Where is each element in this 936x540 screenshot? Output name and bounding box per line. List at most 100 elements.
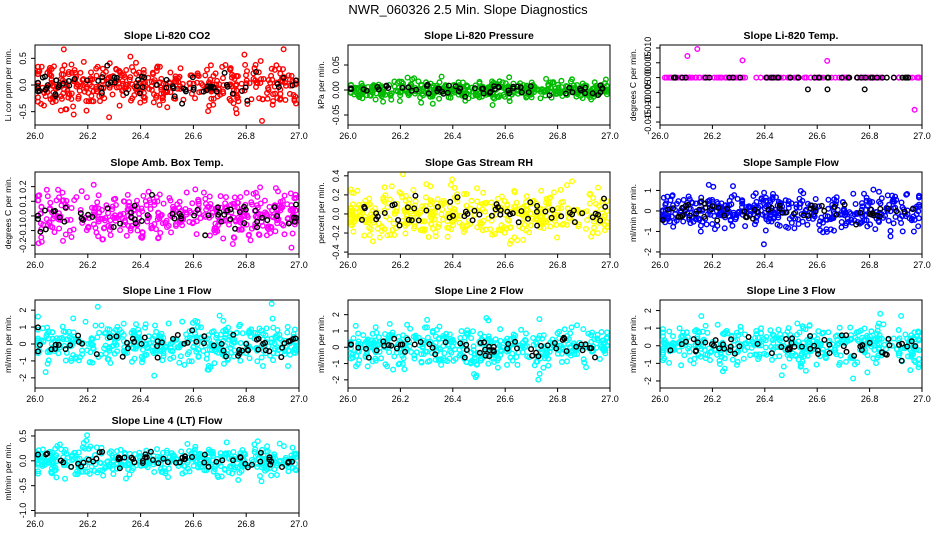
data-point [94, 63, 101, 70]
data-point [292, 466, 299, 473]
data-point [577, 92, 584, 99]
data-point [602, 76, 609, 83]
data-point [567, 78, 574, 85]
data-point [760, 241, 767, 248]
data-point [364, 363, 371, 370]
data-point [532, 339, 539, 346]
data-point [260, 462, 267, 469]
reference-point [205, 463, 212, 470]
data-point [290, 205, 297, 212]
data-point [742, 340, 749, 347]
data-point [413, 349, 420, 356]
data-point [854, 359, 861, 366]
reference-point [348, 86, 355, 93]
points [35, 181, 300, 251]
data-point [276, 202, 283, 209]
data-point [581, 359, 588, 366]
reference-point [566, 209, 573, 216]
data-point [514, 237, 521, 244]
reference-point [381, 209, 388, 216]
data-point [140, 66, 147, 73]
data-point [106, 227, 113, 234]
data-point [785, 204, 792, 211]
data-point [404, 321, 411, 328]
reference-point [201, 333, 208, 340]
data-point [585, 330, 592, 337]
data-point [684, 53, 691, 60]
reference-point [95, 77, 102, 84]
data-point [273, 472, 280, 479]
data-point [270, 324, 277, 331]
data-point [53, 452, 60, 459]
data-point [127, 74, 134, 81]
data-point [889, 342, 896, 349]
points [348, 171, 611, 247]
data-point [397, 190, 404, 197]
reference-point [867, 210, 874, 217]
data-point [410, 333, 417, 340]
reference-point [779, 209, 786, 216]
reference-point [589, 214, 596, 221]
reference-point [665, 206, 672, 213]
data-point [132, 59, 139, 66]
x-tick-label: 26.0 [26, 131, 44, 141]
data-point [384, 363, 391, 370]
data-point [50, 215, 57, 222]
reference-point [775, 74, 782, 81]
data-point [402, 192, 409, 199]
reference-point [52, 92, 59, 99]
data-point [501, 197, 508, 204]
data-point [594, 230, 601, 237]
data-point [354, 213, 361, 220]
data-point [197, 324, 204, 331]
data-point [775, 336, 782, 343]
data-point [91, 205, 98, 212]
data-point [238, 80, 245, 87]
data-point [424, 316, 431, 323]
data-point [149, 343, 156, 350]
data-point [66, 227, 73, 234]
data-point [737, 323, 744, 330]
reference-point [155, 460, 162, 467]
data-point [425, 233, 432, 240]
data-point [280, 66, 287, 73]
data-point [847, 324, 854, 331]
data-point [384, 204, 391, 211]
data-point [169, 339, 176, 346]
data-point [252, 189, 259, 196]
data-point [77, 69, 84, 76]
data-point [378, 355, 385, 362]
reference-point [154, 338, 161, 345]
data-point [479, 206, 486, 213]
reference-point [726, 74, 733, 81]
reference-point [77, 210, 84, 217]
reference-point [582, 84, 589, 91]
data-point [270, 357, 277, 364]
reference-point [702, 339, 709, 346]
data-point [268, 300, 275, 307]
data-point [785, 325, 792, 332]
data-point [700, 74, 707, 81]
data-point [207, 200, 214, 207]
data-point [146, 85, 153, 92]
reference-point [904, 343, 911, 350]
data-point [254, 438, 261, 445]
reference-point [224, 207, 231, 214]
reference-point [43, 84, 50, 91]
data-point [284, 215, 291, 222]
x-tick-label: 26.6 [496, 394, 514, 404]
data-point [113, 66, 120, 73]
reference-point [43, 451, 50, 458]
x-tick-label: 26.0 [339, 131, 357, 141]
reference-point [876, 213, 883, 220]
data-point [247, 333, 254, 340]
reference-point [578, 341, 585, 348]
reference-point [535, 353, 542, 360]
data-point [350, 335, 357, 342]
data-point [429, 100, 436, 107]
reference-point [408, 217, 415, 224]
data-point [554, 350, 561, 357]
reference-point [479, 85, 486, 92]
data-point [202, 195, 209, 202]
